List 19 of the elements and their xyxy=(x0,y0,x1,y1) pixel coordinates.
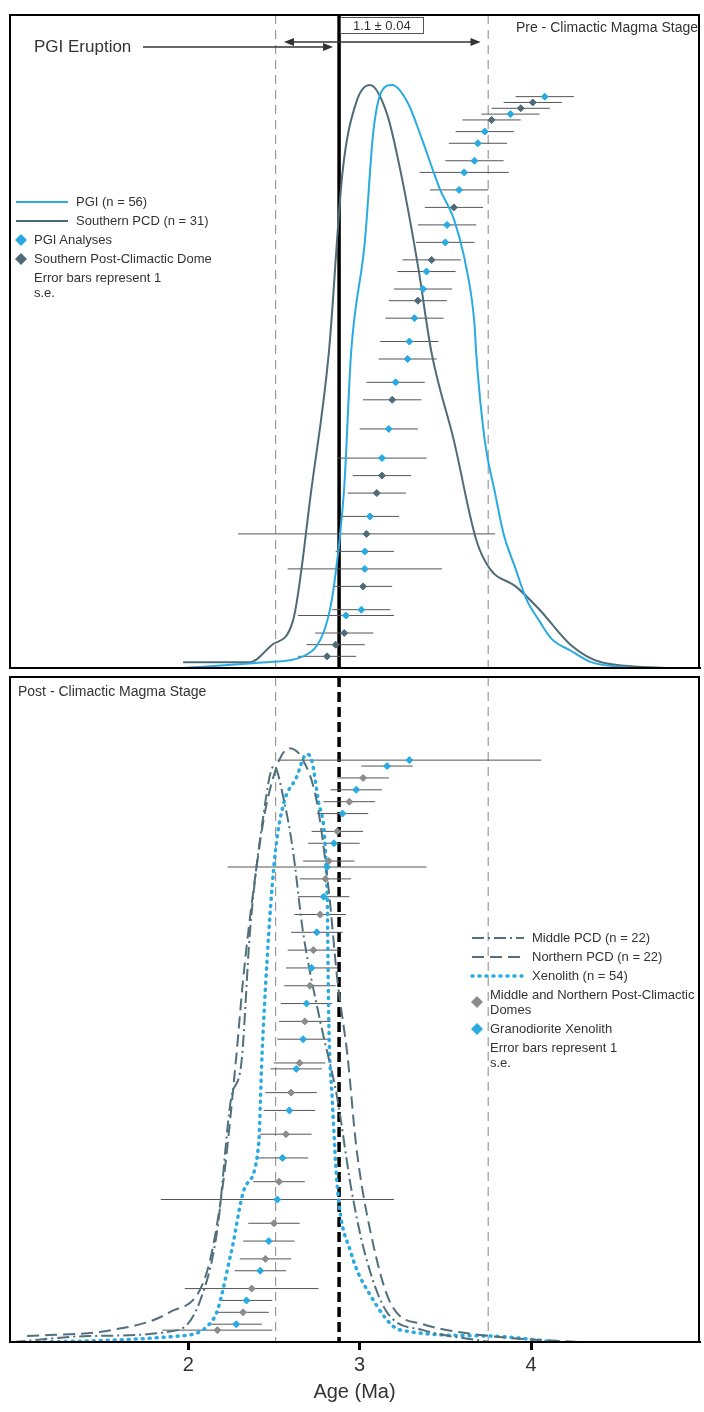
text: Pre - Climactic Magma Stage xyxy=(515,19,698,35)
text: 1.1 ± 0.04 xyxy=(339,17,424,34)
legend-label: Southern Post-Climactic Dome xyxy=(34,251,212,267)
annotation: Error bars represent 1 s.e. xyxy=(490,1040,619,1071)
x-tick-label: 4 xyxy=(525,1352,537,1375)
x-axis-title: Age (Ma) xyxy=(313,1379,396,1402)
legend-label: PGI (n = 56) xyxy=(76,194,148,210)
legend-label: PGI Analyses xyxy=(34,232,113,248)
legend-label: Xenolith (n = 54) xyxy=(532,968,628,984)
legend-label: Northern PCD (n = 22) xyxy=(532,949,663,965)
legend-label: Granodiorite Xenolith xyxy=(490,1021,613,1037)
x-tick-label: 2 xyxy=(182,1352,194,1375)
text: Post - Climactic Magma Stage xyxy=(18,683,207,699)
x-tick-label: 3 xyxy=(354,1352,366,1375)
annotation: Error bars represent 1 s.e. xyxy=(34,270,163,301)
legend-label: Middle and Northern Post-Climactic Domes xyxy=(490,987,696,1018)
legend-label: Southern PCD (n = 31) xyxy=(76,213,209,229)
text: PGI Eruption xyxy=(34,37,132,57)
legend-label: Middle PCD (n = 22) xyxy=(532,930,651,946)
